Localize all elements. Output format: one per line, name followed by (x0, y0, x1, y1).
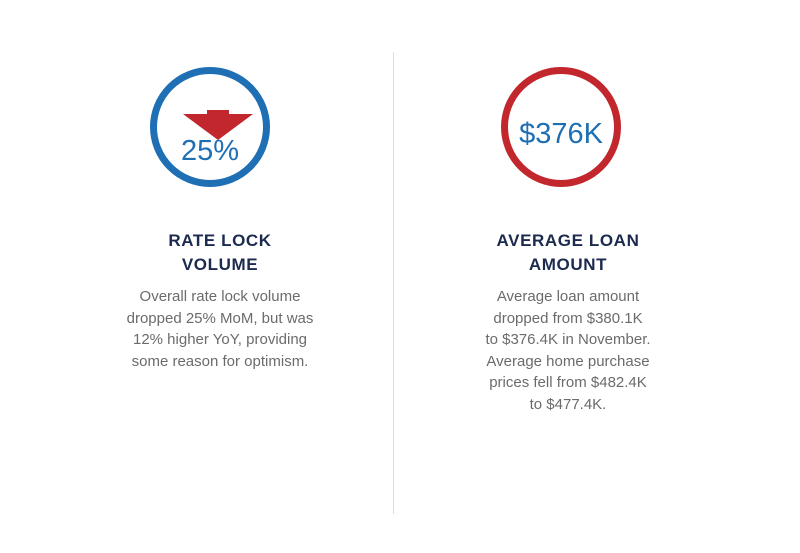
title-line: VOLUME (181, 255, 259, 274)
description-line: to $477.4K. (529, 395, 607, 413)
description-line: Average home purchase (486, 352, 650, 370)
average-loan-title: AVERAGE LOAN AMOUNT (418, 229, 718, 277)
average-loan-description: Average loan amount dropped from $380.1K… (418, 286, 718, 415)
divider (393, 52, 394, 514)
rate-lock-title: RATE LOCK VOLUME (70, 229, 370, 277)
blue-ring: 25% (150, 67, 270, 187)
description-line: prices fell from $482.4K (489, 374, 647, 391)
title-line: RATE LOCK (168, 231, 272, 250)
description-line: to $376.4K in November. (485, 331, 651, 348)
title-line: AVERAGE LOAN (496, 231, 640, 250)
down-arrow-icon (183, 110, 253, 140)
description-line: some reason for optimism. (131, 352, 309, 370)
title-line: AMOUNT (528, 255, 608, 274)
description-line: dropped from $380.1K (493, 309, 643, 327)
description-line: Average loan amount (496, 288, 640, 305)
description-line: 12% higher YoY, providing (132, 331, 308, 348)
rate-lock-percent: 25% (180, 135, 240, 167)
average-loan-value: $376K (519, 118, 603, 150)
description-line: dropped 25% MoM, but was (126, 309, 314, 327)
rate-lock-description: Overall rate lock volume dropped 25% MoM… (70, 286, 370, 372)
red-ring: $376K (501, 67, 621, 187)
description-line: Overall rate lock volume (139, 288, 301, 305)
